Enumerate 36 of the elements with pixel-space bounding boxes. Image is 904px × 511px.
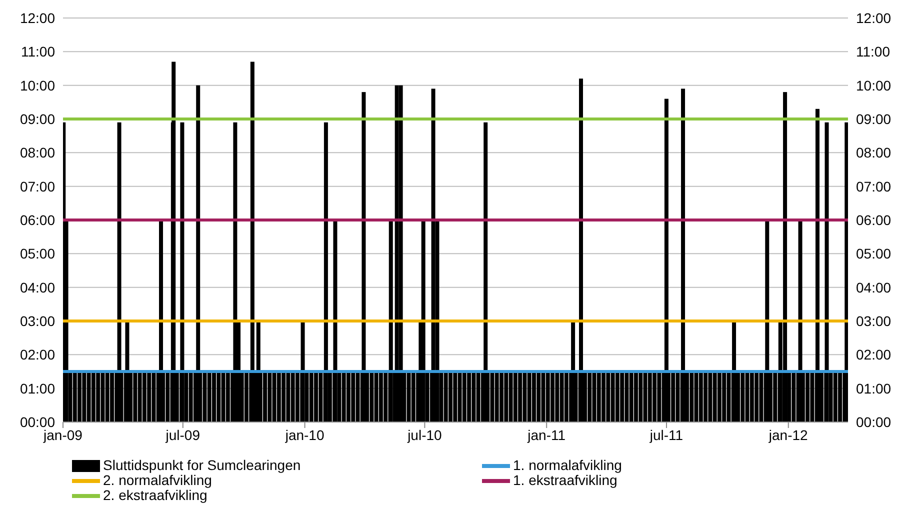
- legend-label: 1. normalafvikling: [513, 457, 622, 473]
- y-tick-label: 06:00: [20, 212, 56, 228]
- x-tick-label: jan-10: [284, 426, 324, 443]
- y2-tick-label: 11:00: [856, 44, 890, 60]
- y2-tick-label: 12:00: [856, 10, 892, 26]
- legend-label: 2. ekstraafvikling: [103, 487, 208, 503]
- y-tick-label: 07:00: [20, 178, 56, 194]
- y-tick-label: 01:00: [20, 380, 56, 396]
- y2-tick-label: 02:00: [856, 346, 892, 363]
- y2-tick-label: 05:00: [856, 246, 892, 262]
- y2-tick-label: 09:00: [856, 110, 892, 127]
- y2-tick-label: 01:00: [856, 380, 892, 396]
- y2-tick-label: 10:00: [856, 77, 892, 94]
- y-tick-label: 10:00: [20, 77, 56, 94]
- y-tick-label: 11:00: [21, 44, 56, 60]
- y-tick-label: 03:00: [20, 312, 56, 329]
- legend-label: 1. ekstraafvikling: [513, 472, 618, 488]
- y2-tick-label: 04:00: [856, 279, 892, 296]
- y-tick-label: 12:00: [20, 10, 56, 26]
- y-tick-label: 02:00: [20, 346, 56, 363]
- y2-tick-label: 00:00: [856, 414, 892, 430]
- y2-tick-label: 07:00: [856, 178, 892, 194]
- x-tick-label: jul-09: [164, 426, 200, 443]
- x-tick-label: jan-11: [526, 426, 566, 443]
- legend-label: Sluttidspunkt for Sumclearingen: [103, 457, 301, 473]
- x-tick-label: jul-10: [406, 426, 442, 443]
- y-tick-label: 05:00: [20, 246, 56, 262]
- y2-tick-label: 06:00: [856, 212, 892, 228]
- y2-tick-label: 03:00: [856, 312, 892, 329]
- legend-label: 2. normalafvikling: [103, 472, 212, 488]
- y-tick-label: 09:00: [20, 110, 56, 127]
- y-tick-label: 08:00: [20, 144, 56, 161]
- x-tick-label: jan-12: [768, 426, 808, 443]
- y2-tick-label: 08:00: [856, 144, 892, 161]
- x-tick-label: jul-11: [648, 426, 684, 443]
- y-tick-label: 04:00: [20, 279, 56, 296]
